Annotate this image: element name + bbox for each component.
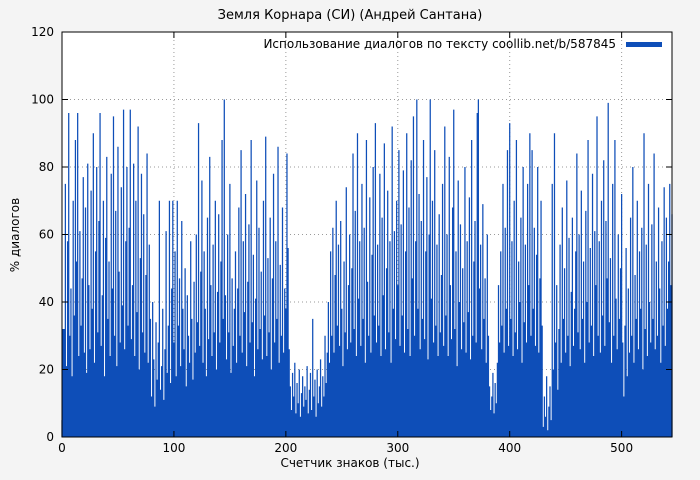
x-axis-label: Счетчик знаков (тыс.) [280, 456, 420, 470]
y-tick-label: 60 [39, 228, 54, 242]
y-tick-label: 20 [39, 363, 54, 377]
legend: Использование диалогов по тексту coollib… [263, 37, 662, 51]
y-tick-label: 0 [46, 430, 54, 444]
legend-line-swatch [626, 41, 662, 47]
y-tick-label: 40 [39, 295, 54, 309]
y-axis-label: % диалогов [8, 197, 22, 273]
x-tick-label: 0 [58, 441, 66, 455]
x-tick-label: 100 [162, 441, 185, 455]
legend-label: Использование диалогов по тексту coollib… [263, 37, 616, 51]
x-tick-label: 500 [610, 441, 633, 455]
y-tick-label: 100 [31, 93, 54, 107]
y-tick-label: 120 [31, 25, 54, 39]
x-tick-label: 200 [274, 441, 297, 455]
x-tick-label: 300 [386, 441, 409, 455]
x-tick-label: 400 [498, 441, 521, 455]
y-tick-label: 80 [39, 160, 54, 174]
chart-title: Земля Корнара (СИ) (Андрей Сантана) [217, 8, 483, 23]
